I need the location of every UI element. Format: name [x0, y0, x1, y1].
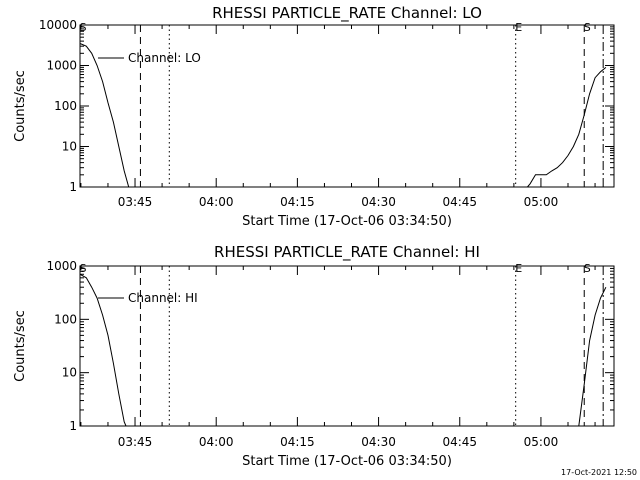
- event-marker-label: S: [80, 262, 87, 275]
- series-line-segment: [79, 43, 130, 188]
- legend-label: Channel: HI: [128, 291, 198, 305]
- y-tick-label: 10: [62, 140, 77, 154]
- y-tick-label: 1000: [46, 59, 77, 73]
- chart-title: RHESSI PARTICLE_RATE Channel: LO: [212, 4, 482, 23]
- x-axis-label: Start Time (17-Oct-06 03:34:50): [242, 214, 452, 229]
- x-tick-label: 04:00: [199, 195, 234, 209]
- y-tick-label: 1: [69, 419, 77, 433]
- y-tick-label: 10000: [39, 18, 77, 32]
- y-tick-label: 1: [69, 180, 77, 194]
- event-marker-label: E: [515, 21, 522, 34]
- x-tick-label: 03:45: [118, 435, 153, 449]
- event-marker-label: S: [80, 21, 87, 34]
- x-axis-label: Start Time (17-Oct-06 03:34:50): [242, 454, 452, 469]
- footer-timestamp: 17-Oct-2021 12:50: [561, 468, 637, 477]
- x-tick-label: 03:45: [118, 195, 153, 209]
- hi-channel-panel: RHESSI PARTICLE_RATE Channel: HI Counts/s…: [13, 243, 615, 469]
- event-marker-label: E: [515, 262, 522, 275]
- event-marker-label: S: [584, 21, 591, 34]
- y-tick-label: 100: [54, 312, 77, 326]
- x-tick-label: 04:15: [280, 195, 315, 209]
- y-tick-label: 1000: [46, 259, 77, 273]
- x-tick-label: 04:30: [361, 195, 396, 209]
- x-tick-label: 04:45: [442, 195, 477, 209]
- x-tick-label: 05:00: [524, 435, 559, 449]
- y-axis-label: Counts/sec: [13, 310, 28, 382]
- x-tick-label: 05:00: [524, 195, 559, 209]
- y-tick-label: 10: [62, 366, 77, 380]
- y-axis-label: Counts/sec: [13, 70, 28, 142]
- x-tick-label: 04:30: [361, 435, 396, 449]
- x-tick-label: 04:45: [442, 435, 477, 449]
- lo-channel-panel: RHESSI PARTICLE_RATE Channel: LO Counts/s…: [13, 4, 615, 229]
- x-tick-label: 04:15: [280, 435, 315, 449]
- x-tick-label: 04:00: [199, 435, 234, 449]
- series-line-segment: [79, 273, 127, 427]
- y-tick-label: 100: [54, 99, 77, 113]
- plot-frame: [79, 265, 615, 427]
- legend-label: Channel: LO: [128, 51, 201, 65]
- series-line-segment: [527, 67, 607, 188]
- plot-frame: [79, 24, 615, 188]
- event-marker-label: S: [584, 262, 591, 275]
- series-line-segment: [578, 286, 607, 427]
- chart-title: RHESSI PARTICLE_RATE Channel: HI: [214, 243, 480, 262]
